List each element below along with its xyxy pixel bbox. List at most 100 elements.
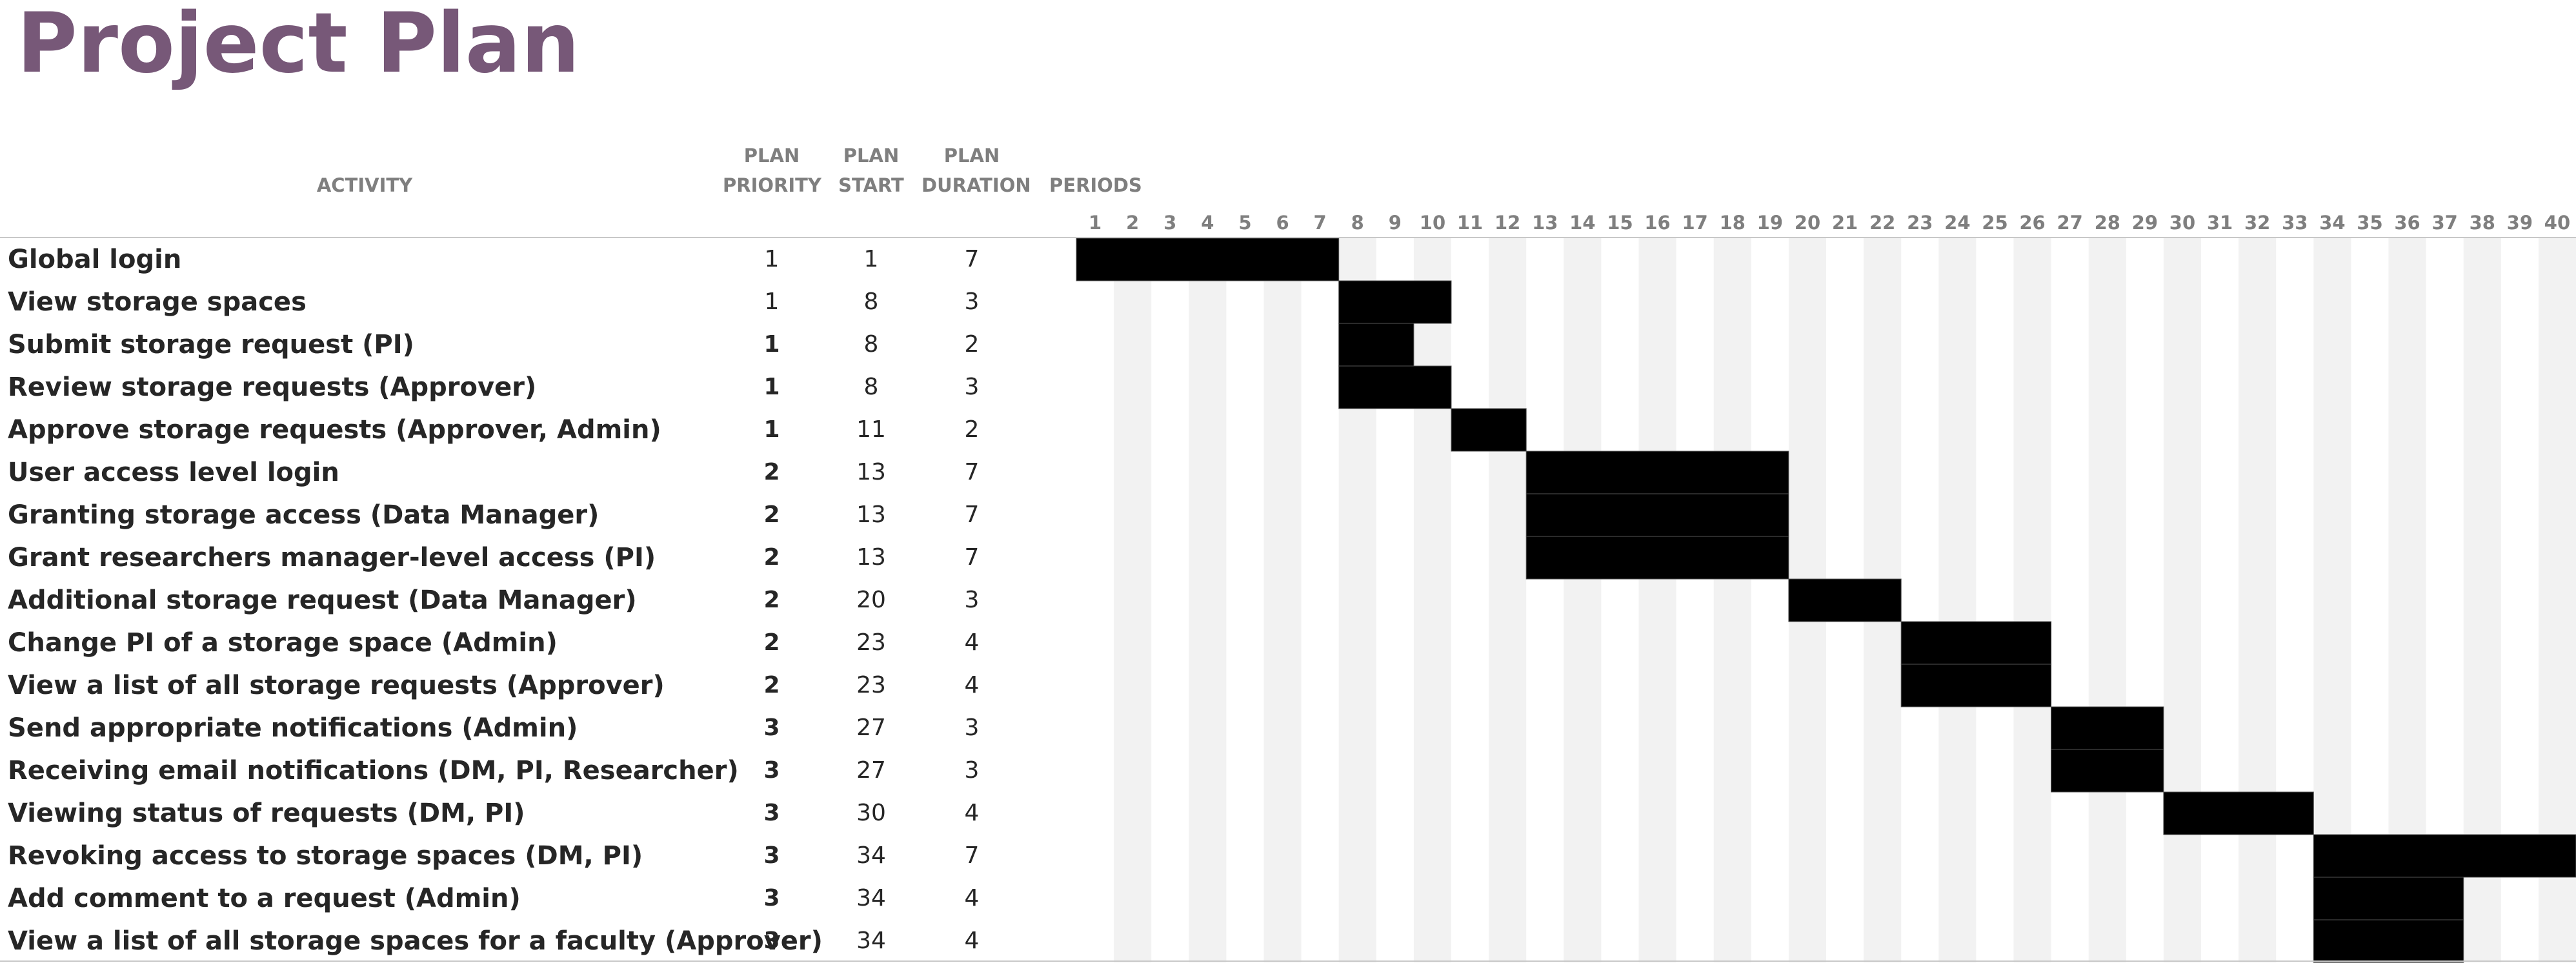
task-duration: 7 (964, 459, 980, 485)
period-label: 31 (2207, 212, 2233, 234)
task-duration: 4 (964, 928, 980, 954)
task-row: Granting storage access (Data Manager) 2 1… (0, 494, 1032, 536)
task-start: 23 (856, 629, 886, 656)
task-bar (1338, 280, 1452, 324)
header-plan-start: PLAN START (821, 141, 921, 200)
period-stripe (1564, 238, 1602, 962)
period-stripe (1189, 238, 1227, 962)
task-priority: 1 (763, 416, 780, 443)
task-priority: 1 (763, 331, 780, 358)
header-plan-start-line1: PLAN (843, 145, 900, 167)
task-activity: Receiving email notifications (DM, PI, R… (8, 756, 739, 786)
task-bar (2313, 877, 2464, 920)
task-priority: 2 (763, 502, 780, 528)
period-label: 17 (1682, 212, 1707, 234)
task-priority: 2 (763, 587, 780, 613)
task-row: Add comment to a request (Admin) 3 34 4 (0, 877, 1032, 920)
header-plan-priority-line1: PLAN (743, 145, 800, 167)
period-label: 2 (1126, 212, 1139, 234)
task-priority: 2 (763, 544, 780, 571)
period-stripe (1713, 238, 1751, 962)
task-bar (2313, 919, 2464, 963)
task-bar (1451, 408, 1527, 452)
task-duration: 7 (964, 246, 980, 272)
task-activity: Granting storage access (Data Manager) (8, 500, 599, 530)
period-label: 9 (1389, 212, 1402, 234)
period-label: 15 (1607, 212, 1633, 234)
period-label: 4 (1201, 212, 1214, 234)
period-label: 14 (1569, 212, 1595, 234)
task-start: 8 (863, 289, 879, 315)
task-activity: View a list of all storage spaces for a … (8, 926, 823, 956)
task-priority: 3 (763, 842, 780, 869)
task-activity: Viewing status of requests (DM, PI) (8, 798, 525, 828)
task-activity: Global login (8, 245, 182, 274)
task-start: 11 (856, 416, 886, 443)
task-row: Submit storage request (PI) 1 8 2 (0, 323, 1032, 366)
task-duration: 3 (964, 715, 980, 741)
period-label: 5 (1238, 212, 1251, 234)
period-label: 10 (1420, 212, 1445, 234)
period-label: 19 (1757, 212, 1783, 234)
period-label: 13 (1532, 212, 1558, 234)
header-plan-start-line2: START (838, 174, 904, 196)
task-priority: 3 (763, 928, 780, 954)
task-bar (1525, 451, 1789, 494)
period-label: 39 (2507, 212, 2533, 234)
task-row: View a list of all storage spaces for a … (0, 920, 1032, 962)
task-duration: 4 (964, 885, 980, 911)
period-label: 33 (2282, 212, 2308, 234)
period-label: 30 (2169, 212, 2195, 234)
period-label: 28 (2095, 212, 2120, 234)
task-bar (2051, 706, 2164, 750)
task-bar (1788, 578, 1902, 622)
period-label: 36 (2394, 212, 2420, 234)
period-label: 20 (1795, 212, 1820, 234)
period-label: 12 (1494, 212, 1520, 234)
period-label: 25 (1982, 212, 2007, 234)
task-start: 13 (856, 544, 886, 571)
header-plan-duration-line1: PLAN (943, 145, 1000, 167)
period-label: 16 (1644, 212, 1670, 234)
task-priority: 1 (763, 374, 780, 400)
task-priority: 1 (764, 246, 780, 272)
period-stripe (1938, 238, 1977, 962)
task-start: 34 (856, 885, 886, 911)
task-row: Viewing status of requests (DM, PI) 3 30 4 (0, 792, 1032, 835)
period-label: 26 (2019, 212, 2045, 234)
task-start: 13 (856, 502, 886, 528)
task-activity: Send appropriate notifications (Admin) (8, 713, 578, 743)
period-stripe (2088, 238, 2126, 962)
task-row: Grant researchers manager-level access (… (0, 536, 1032, 579)
task-start: 34 (856, 842, 886, 869)
task-activity: Additional storage request (Data Manager… (8, 585, 637, 615)
task-activity: Submit storage request (PI) (8, 330, 414, 360)
period-label: 40 (2544, 212, 2570, 234)
period-label: 32 (2244, 212, 2270, 234)
task-activity: View storage spaces (8, 287, 307, 317)
task-row: Review storage requests (Approver) 1 8 3 (0, 366, 1032, 409)
period-label: 21 (1832, 212, 1858, 234)
task-priority: 3 (763, 715, 780, 741)
task-bar (1338, 365, 1452, 409)
task-duration: 3 (964, 289, 980, 315)
task-activity: User access level login (8, 458, 339, 487)
task-bar (1525, 536, 1789, 580)
period-stripe (2239, 238, 2277, 962)
task-row: View a list of all storage requests (App… (0, 664, 1032, 707)
task-start: 27 (856, 715, 886, 741)
task-activity: Review storage requests (Approver) (8, 372, 537, 402)
task-priority: 2 (763, 672, 780, 698)
task-priority: 1 (764, 289, 780, 315)
task-duration: 4 (964, 629, 980, 656)
header-plan-duration: PLAN DURATION (921, 141, 1031, 200)
header-plan-priority-line2: PRIORITY (723, 174, 821, 196)
task-activity: Add comment to a request (Admin) (8, 884, 521, 913)
task-row: Revoking access to storage spaces (DM, P… (0, 835, 1032, 877)
period-label: 3 (1163, 212, 1176, 234)
task-start: 30 (856, 800, 886, 826)
task-duration: 3 (964, 374, 980, 400)
period-label: 7 (1314, 212, 1327, 234)
period-label: 6 (1276, 212, 1289, 234)
